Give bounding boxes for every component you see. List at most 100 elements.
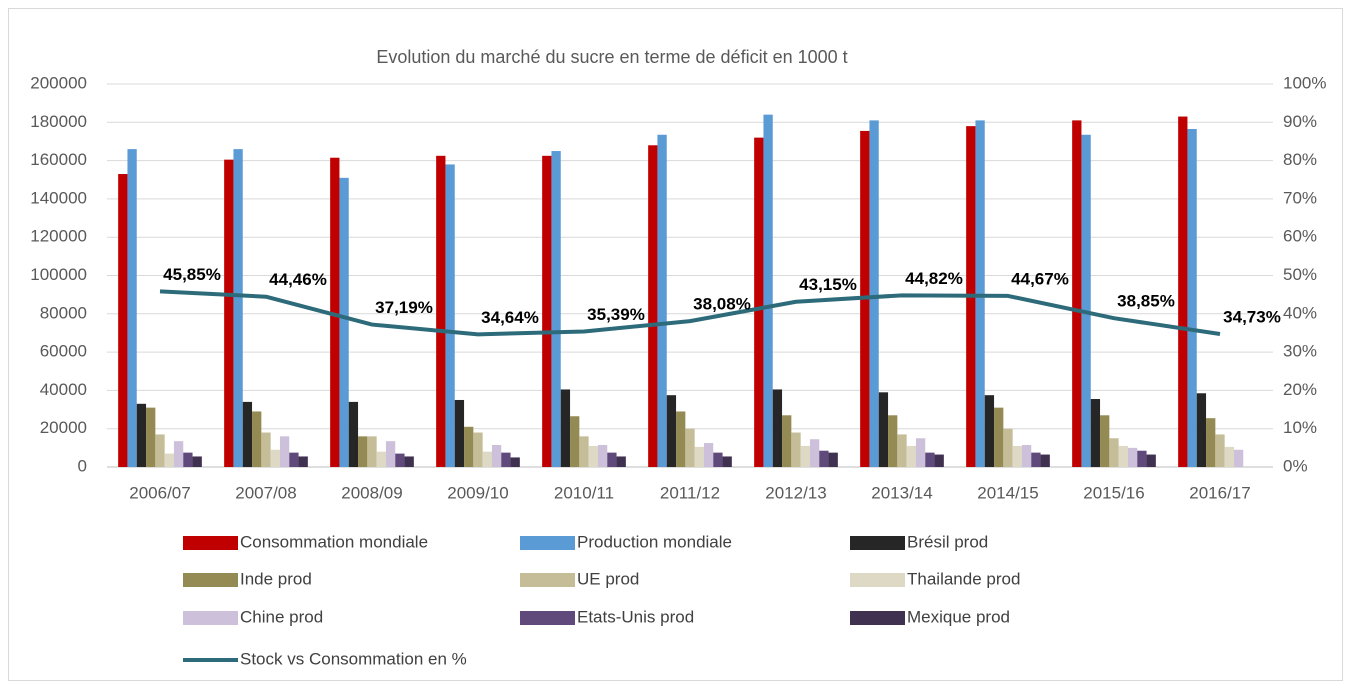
bar [1109, 438, 1119, 467]
bar [395, 453, 405, 467]
legend-swatch [520, 536, 575, 550]
legend-swatch [183, 573, 238, 587]
y-tick-label: 20000 [40, 418, 87, 437]
data-label: 38,85% [1117, 292, 1175, 311]
bar [164, 453, 174, 467]
x-tick-label: 2011/12 [660, 483, 720, 502]
y-tick-label: 80000 [40, 303, 87, 322]
bar [1012, 445, 1022, 467]
data-label: 37,19% [375, 298, 433, 317]
bar [136, 403, 147, 467]
bar [1224, 446, 1234, 467]
bar [330, 157, 340, 468]
x-tick-label: 2013/14 [871, 483, 932, 502]
x-tick-label: 2014/15 [977, 483, 1038, 502]
legend-label: Inde prod [240, 569, 312, 588]
y2-tick-label: 40% [1283, 303, 1317, 322]
y-tick-label: 180000 [30, 112, 87, 131]
y-tick-label: 160000 [30, 150, 87, 169]
data-label: 34,64% [481, 308, 539, 327]
line [159, 289, 1221, 337]
legend-label: Stock vs Consommation en % [240, 649, 467, 668]
data-label: 44,82% [905, 269, 963, 288]
bar [570, 416, 580, 467]
bar [588, 445, 598, 467]
y2-tick-label: 0% [1283, 456, 1308, 475]
bar [252, 411, 262, 467]
y2-tick-label: 30% [1283, 342, 1317, 361]
bar [791, 432, 801, 467]
data-label: 38,08% [693, 295, 751, 314]
bar [473, 432, 483, 467]
y-tick-label: 100000 [30, 265, 87, 284]
bar [897, 434, 907, 467]
bar [491, 444, 502, 467]
bar [242, 401, 253, 467]
bar [127, 149, 137, 468]
legend-swatch [183, 536, 238, 550]
bar [385, 441, 396, 467]
bar [1031, 452, 1041, 467]
y2-tick-label: 100% [1283, 73, 1326, 92]
data-label: 35,39% [587, 305, 645, 324]
legend-swatch [850, 573, 905, 587]
bar [809, 439, 820, 467]
legend-label: Thailande prod [907, 569, 1020, 588]
x-tick-label: 2010/11 [554, 483, 614, 502]
bar [984, 395, 995, 467]
bar [800, 445, 810, 467]
bar [261, 432, 271, 467]
bar [146, 407, 156, 467]
bar [560, 389, 571, 467]
bar [713, 452, 723, 467]
bar [192, 456, 202, 467]
y-tick-label: 200000 [30, 73, 87, 92]
bar [934, 454, 944, 467]
bar [542, 155, 552, 467]
y2-tick-label: 80% [1283, 150, 1317, 169]
bar [1137, 450, 1147, 467]
bar [289, 452, 299, 467]
bar [118, 174, 128, 467]
bar [1215, 434, 1225, 467]
bar [279, 436, 290, 467]
bar [685, 428, 695, 467]
bar [436, 155, 446, 467]
bar [1021, 444, 1032, 467]
bar [1196, 393, 1207, 467]
bar [782, 415, 792, 467]
bar [454, 399, 465, 467]
bar [224, 159, 234, 467]
bar [183, 452, 193, 467]
data-label: 43,15% [799, 275, 857, 294]
legend-label: Mexique prod [907, 607, 1010, 626]
data-label: 34,73% [1223, 307, 1281, 326]
y-tick-label: 0 [78, 456, 87, 475]
bar [1072, 120, 1082, 467]
legend-swatch [850, 536, 905, 550]
bar [445, 164, 455, 467]
bar [551, 151, 561, 467]
bar [772, 389, 783, 467]
bar [1090, 399, 1101, 467]
bar [1100, 415, 1110, 467]
data-label: 44,46% [269, 270, 327, 289]
bar [367, 436, 377, 467]
bar [1178, 116, 1188, 468]
bar [501, 452, 511, 467]
x-tick-label: 2016/17 [1189, 483, 1250, 502]
x-tick-label: 2006/07 [129, 483, 190, 502]
bar [464, 426, 474, 467]
bar [994, 407, 1004, 467]
bar [155, 434, 165, 467]
bar [694, 446, 704, 467]
y-tick-label: 60000 [40, 342, 87, 361]
legend-label: Production mondiale [577, 532, 732, 551]
bar [657, 134, 667, 467]
x-tick-label: 2009/10 [447, 483, 508, 502]
bar [358, 436, 368, 467]
legend-label: UE prod [577, 569, 639, 588]
y2-tick-label: 70% [1283, 188, 1317, 207]
y-tick-label: 140000 [30, 188, 87, 207]
x-tick-label: 2012/13 [765, 483, 826, 502]
